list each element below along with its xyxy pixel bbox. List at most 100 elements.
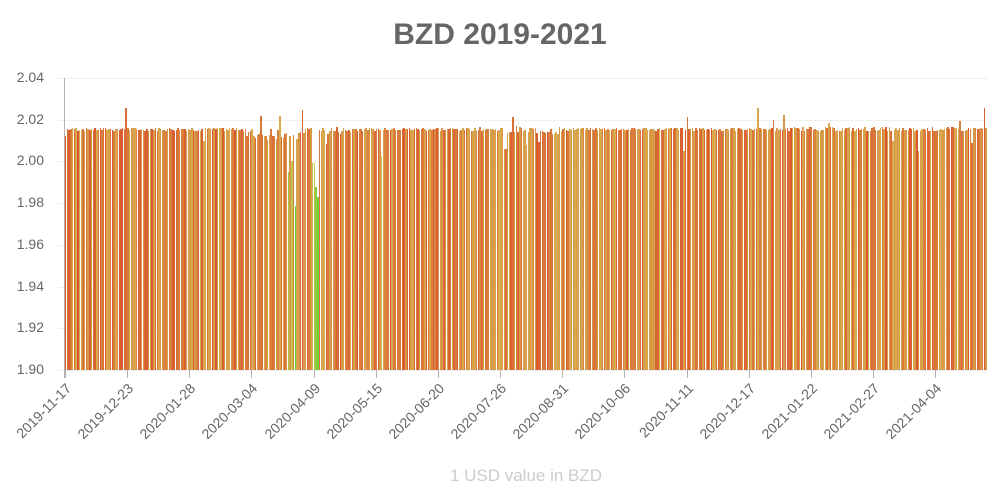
bar (952, 127, 954, 370)
bar (947, 127, 949, 370)
bar (904, 129, 906, 370)
bar (313, 162, 316, 370)
bar (667, 128, 670, 370)
bar (715, 130, 718, 370)
bar (334, 130, 336, 370)
bar (68, 130, 70, 370)
x-tick-mark (189, 370, 191, 378)
bar (182, 129, 184, 370)
gridline (58, 286, 987, 288)
bar (867, 130, 870, 370)
bar (750, 129, 752, 370)
bar (73, 129, 76, 370)
bar (513, 131, 516, 370)
bar (158, 128, 160, 370)
bar (807, 128, 809, 370)
bar (87, 129, 89, 370)
bar (691, 128, 694, 370)
bar (99, 128, 101, 370)
bar (524, 129, 526, 370)
bar (933, 130, 935, 370)
bar (522, 131, 525, 370)
bar (199, 130, 202, 370)
bar (211, 128, 214, 370)
bar (484, 130, 487, 370)
bar (745, 130, 747, 370)
bar (254, 138, 257, 370)
bar (916, 130, 918, 370)
bar (734, 130, 737, 370)
bar (467, 128, 469, 370)
bar (427, 129, 430, 370)
bar (163, 130, 165, 370)
bar (714, 128, 716, 370)
bar (931, 127, 934, 370)
bar (912, 127, 915, 370)
bar (935, 130, 937, 370)
bar (814, 129, 816, 370)
bar (919, 130, 922, 370)
bar (885, 127, 887, 370)
bar (210, 129, 212, 370)
bar (173, 130, 176, 370)
x-tick-mark (375, 370, 377, 378)
x-axis-label: 1 USD value in BZD (449, 466, 603, 485)
bar (526, 144, 528, 370)
bar (159, 128, 162, 370)
bar (810, 127, 813, 370)
bar (911, 128, 913, 370)
bar (429, 129, 431, 370)
bar (930, 130, 932, 370)
bar (310, 128, 312, 370)
bar (451, 128, 454, 370)
bar (417, 129, 419, 370)
bar (895, 128, 897, 370)
bar (641, 129, 644, 370)
bar (669, 127, 671, 370)
bar (368, 128, 371, 370)
bar (220, 127, 222, 370)
bar (505, 148, 507, 370)
bar (905, 130, 908, 370)
bar (425, 130, 428, 370)
bar (90, 128, 93, 370)
bar (752, 129, 754, 370)
bar (377, 128, 379, 370)
chart-title: BZD 2019-2021 (393, 18, 607, 51)
bar (862, 128, 865, 370)
bar (665, 128, 668, 370)
bar (850, 130, 853, 370)
bar (102, 127, 105, 370)
bar (898, 128, 901, 370)
bar (698, 128, 701, 370)
bar (292, 135, 295, 370)
bar (840, 130, 842, 370)
bar (572, 128, 575, 370)
bar (380, 156, 383, 370)
bar (721, 130, 723, 370)
bar (327, 133, 329, 370)
bar (201, 129, 203, 370)
bar (897, 130, 899, 370)
bar (826, 127, 828, 370)
bar (835, 131, 837, 370)
bar (664, 128, 666, 370)
bar (607, 128, 609, 370)
bar (966, 130, 968, 370)
bar (375, 128, 378, 370)
bar (784, 128, 787, 370)
x-tick-mark (437, 370, 439, 378)
bar (444, 129, 447, 370)
bar (879, 127, 882, 370)
bar (71, 127, 74, 370)
bar (229, 128, 231, 370)
bar (776, 127, 778, 370)
bar (859, 129, 861, 370)
bar (501, 127, 504, 370)
bar (740, 129, 742, 370)
bar (569, 128, 571, 370)
bar (662, 130, 664, 370)
bar (351, 128, 354, 370)
bar (660, 129, 663, 370)
bar (203, 140, 205, 370)
